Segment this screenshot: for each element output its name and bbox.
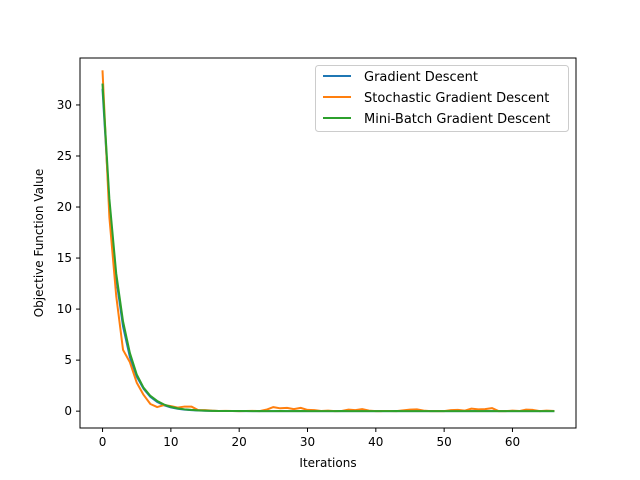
x-tick-label: 40 — [368, 435, 383, 449]
legend-label-3: Mini-Batch Gradient Descent — [364, 112, 550, 127]
x-tick-label: 20 — [232, 435, 247, 449]
y-tick-label: 5 — [64, 353, 72, 367]
y-tick-label: 10 — [57, 302, 72, 316]
series-lines — [101, 70, 555, 413]
series-line-3 — [101, 83, 555, 413]
y-axis-ticks: 0 5 10 15 20 25 30 — [57, 98, 80, 418]
x-tick-label: 50 — [437, 435, 452, 449]
x-axis-ticks: 0 10 20 30 40 50 60 — [99, 428, 520, 449]
legend-box — [315, 65, 569, 132]
plot-area-frame — [79, 57, 577, 429]
legend: Gradient Descent Stochastic Gradient Desc… — [315, 65, 569, 132]
y-tick-label: 15 — [57, 251, 72, 265]
x-tick-label: 30 — [300, 435, 315, 449]
legend-label-1: Gradient Descent — [364, 70, 478, 85]
y-tick-label: 20 — [57, 200, 72, 214]
y-tick-label: 0 — [64, 404, 72, 418]
y-axis-label: Objective Function Value — [32, 169, 46, 318]
x-axis-label: Iterations — [299, 456, 356, 470]
x-tick-label: 60 — [505, 435, 520, 449]
x-tick-label: 0 — [99, 435, 107, 449]
y-tick-label: 30 — [57, 98, 72, 112]
x-tick-label: 10 — [163, 435, 178, 449]
legend-label-2: Stochastic Gradient Descent — [364, 91, 549, 106]
y-tick-label: 25 — [57, 149, 72, 163]
